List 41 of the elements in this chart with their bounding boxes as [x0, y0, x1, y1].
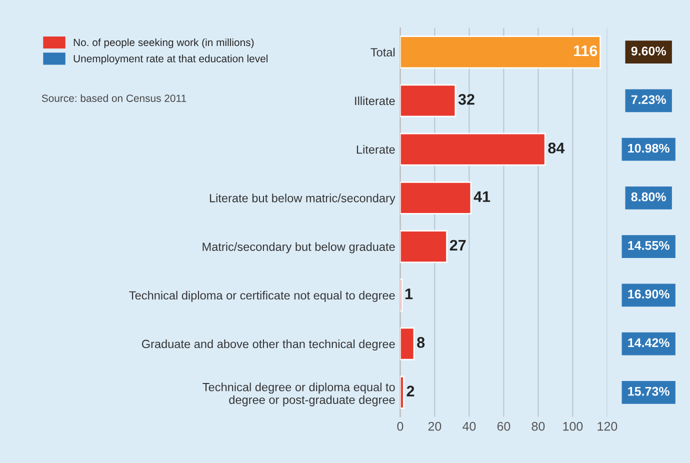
text: 10.98%: [628, 144, 670, 153]
y-tick-label: Graduate and above other than technical degree: [142, 340, 395, 351]
y-tick-label: Total: [370, 48, 395, 56]
bar: [400, 132, 546, 166]
x-tick-label: 100: [563, 422, 583, 431]
bar: [400, 230, 448, 264]
x-tick-label: 20: [428, 422, 442, 431]
bar: [400, 181, 472, 214]
y-tick-label: Literate: [356, 145, 395, 154]
y-tick-label: Illiterate: [355, 96, 395, 106]
bar: [400, 327, 415, 360]
bar: [400, 84, 456, 118]
data-label: 2: [406, 386, 414, 396]
bar: [400, 36, 601, 69]
data-label: 1: [405, 288, 413, 300]
data-label: 116: [574, 45, 598, 56]
legend-label: No. of people seeking work (in millions): [74, 38, 254, 48]
text: 14.42%: [628, 338, 670, 348]
x-tick-label: 0: [397, 422, 404, 431]
bar: [400, 376, 404, 409]
y-tick-label: Technical degree or diploma equal to degree or post-graduate degree: [202, 382, 395, 406]
text: 9.60%: [631, 46, 666, 56]
data-label: 32: [458, 94, 474, 105]
data-label: 27: [450, 240, 466, 250]
x-tick-label: 40: [462, 422, 476, 431]
x-tick-label: 80: [532, 422, 545, 431]
y-tick-label: Literate but below matric/secondary: [210, 194, 396, 205]
text: 16.90%: [628, 290, 670, 299]
y-tick-label: Technical diploma or certificate not equal to degree: [129, 290, 395, 302]
legend-label: Unemployment rate at that education level: [74, 54, 268, 64]
text: 14.55%: [628, 241, 670, 250]
data-label: 8: [417, 337, 425, 348]
data-label: 41: [474, 191, 490, 202]
text: 15.73%: [628, 386, 670, 396]
y-tick-label: Matric/secondary but below graduate: [202, 242, 395, 254]
source-note: Source: based on Census 2011: [42, 94, 186, 102]
x-tick-label: 60: [497, 422, 510, 431]
data-label: 84: [548, 142, 565, 154]
text: 8.80%: [631, 192, 666, 202]
text: 7.23%: [631, 95, 666, 104]
x-tick-label: 120: [598, 422, 618, 431]
